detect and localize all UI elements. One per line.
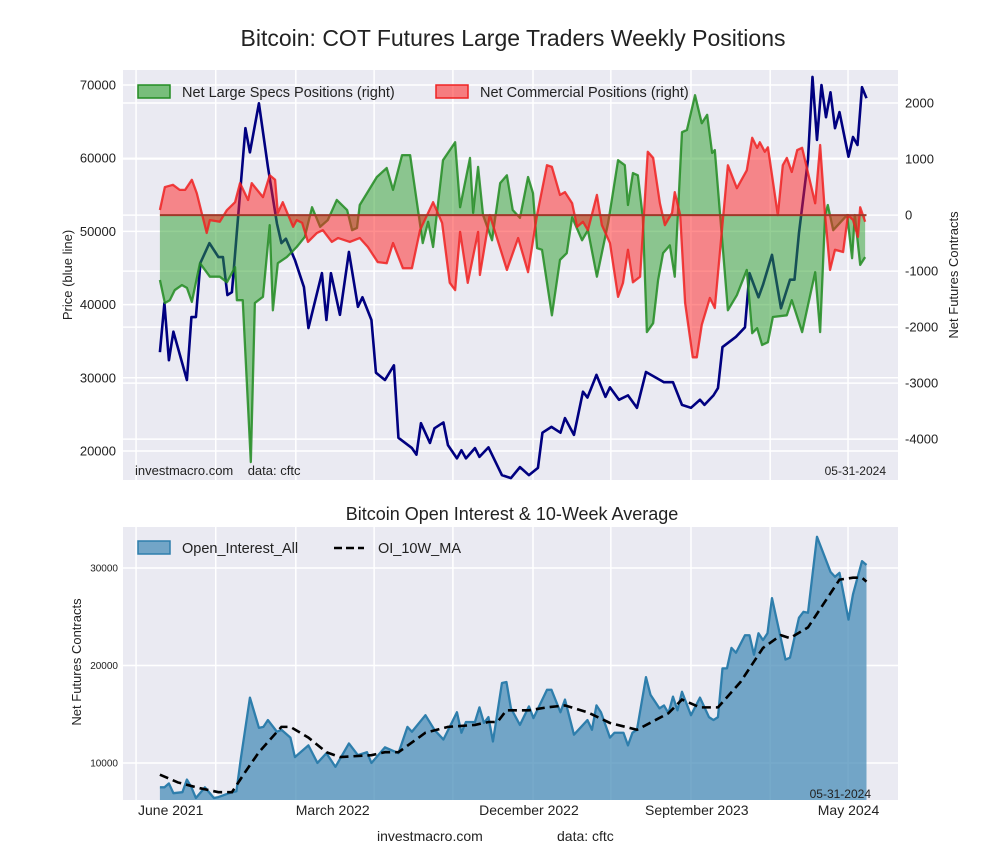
price-tick-label: 70000	[80, 78, 116, 93]
open-interest-legend: Open_Interest_All OI_10W_MA	[137, 540, 461, 557]
price-tick-label: 40000	[80, 297, 116, 312]
contracts-tick-label: -1000	[905, 264, 938, 279]
positions-legend: Net Large Specs Positions (right) Net Co…	[137, 84, 689, 101]
date-tick-label: December 2022	[479, 802, 579, 818]
positions-tick-labels: 20000 30000 40000 50000 60000 70000 2000 1000 0 -…	[80, 78, 938, 459]
price-tick-label: 60000	[80, 151, 116, 166]
positions-source-note: investmacro.com data: cftc	[135, 463, 301, 478]
open-interest-title: Bitcoin Open Interest & 10-Week Average	[346, 504, 679, 524]
legend-label-commercial: Net Commercial Positions (right)	[480, 85, 689, 101]
figure-title: Bitcoin: COT Futures Large Traders Weekl…	[241, 25, 786, 51]
net-large-specs-area	[159, 95, 866, 463]
footer-site: investmacro.com	[377, 828, 483, 844]
contracts-tick-label: 1000	[905, 152, 934, 167]
positions-date-note: 05-31-2024	[825, 464, 887, 478]
contracts-axis-label: Net Futures Contracts	[946, 211, 961, 339]
moving-average-line	[159, 576, 868, 794]
legend-swatch-specs	[137, 84, 171, 99]
open-interest-chart: 10000 20000 30000 June 2021 March 2022 Decemb…	[69, 527, 898, 818]
legend-label-specs: Net Large Specs Positions (right)	[182, 85, 395, 101]
price-axis-label: Price (blue line)	[60, 230, 75, 320]
price-tick-label: 20000	[80, 444, 116, 459]
contracts-tick-label: -2000	[905, 320, 938, 335]
date-tick-label: September 2023	[645, 802, 749, 818]
net-commercial-line	[158, 136, 867, 359]
open-interest-tick-label: 20000	[90, 661, 118, 672]
open-interest-tick-label: 10000	[90, 758, 118, 769]
legend-label-moving-average: OI_10W_MA	[378, 541, 461, 557]
contracts-tick-label: -3000	[905, 376, 938, 391]
contracts-tick-label: 2000	[905, 96, 934, 111]
open-interest-date-note: 05-31-2024	[810, 787, 872, 801]
open-interest-axis-label: Net Futures Contracts	[69, 598, 84, 726]
date-tick-label: May 2024	[818, 802, 880, 818]
open-interest-area	[159, 536, 867, 800]
legend-label-open-interest: Open_Interest_All	[182, 541, 298, 557]
net-commercial-area	[159, 137, 866, 358]
open-interest-tick-labels: 10000 20000 30000 June 2021 March 2022 Decemb…	[90, 563, 879, 818]
date-tick-label: March 2022	[296, 802, 370, 818]
legend-swatch-commercial	[435, 84, 469, 99]
contracts-tick-label: -4000	[905, 432, 938, 447]
open-interest-line	[159, 535, 868, 800]
contracts-tick-label: 0	[905, 208, 912, 223]
legend-swatch-open-interest	[137, 540, 171, 555]
positions-chart: 20000 30000 40000 50000 60000 70000 2000 1000 0 -…	[60, 70, 961, 480]
footer-source: data: cftc	[557, 828, 614, 844]
date-tick-label: June 2021	[138, 802, 204, 818]
price-tick-label: 30000	[80, 370, 116, 385]
price-tick-label: 50000	[80, 224, 116, 239]
open-interest-marks	[159, 535, 868, 800]
open-interest-tick-label: 30000	[90, 563, 118, 574]
positions-marks	[158, 75, 868, 480]
